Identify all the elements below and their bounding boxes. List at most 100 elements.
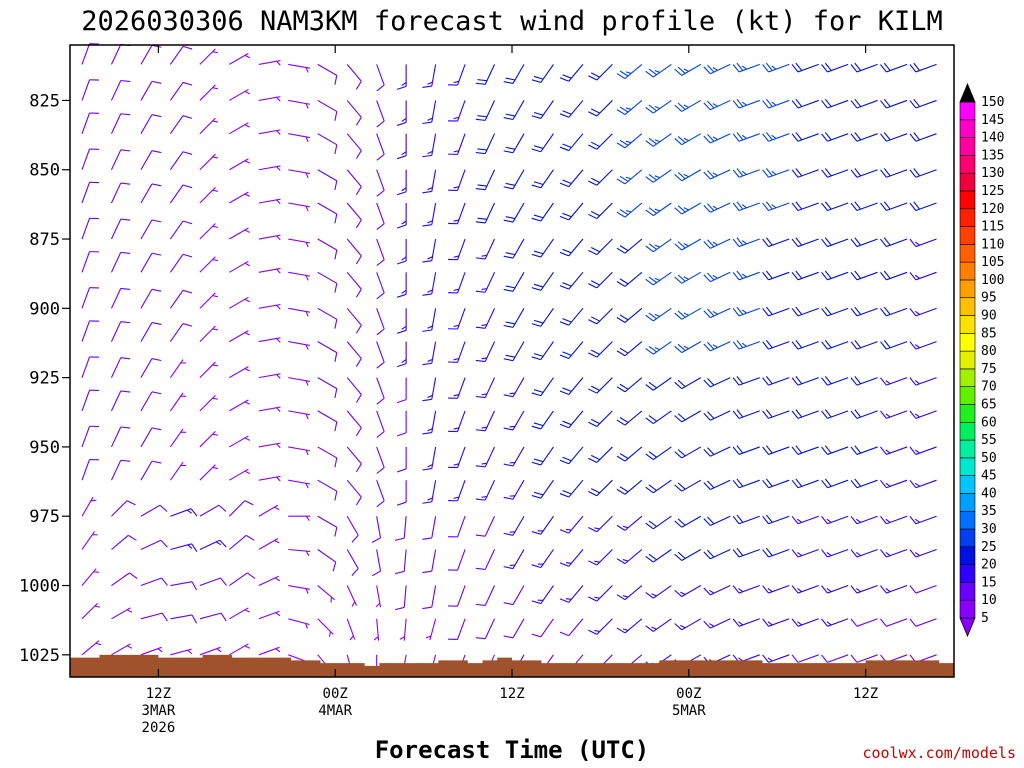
wind-barb <box>732 514 760 525</box>
wind-barb <box>317 585 335 603</box>
wind-barb <box>140 219 162 240</box>
wind-barb <box>422 272 437 296</box>
wind-barb <box>140 358 162 378</box>
wind-barb <box>674 479 702 492</box>
wind-barb <box>588 377 613 394</box>
wind-barb <box>531 618 554 638</box>
wind-barb <box>588 307 613 325</box>
wind-barb <box>396 169 407 196</box>
wind-barb <box>346 133 362 159</box>
wind-barb <box>503 133 525 154</box>
wind-barb <box>475 64 496 85</box>
wind-barb <box>288 133 311 143</box>
wind-barb <box>394 549 407 575</box>
y-axis: 825 850 875 900 925 950 975 1000 1025 <box>19 91 70 666</box>
wind-barb <box>373 618 380 641</box>
wind-barb <box>422 446 437 471</box>
wind-barb <box>762 98 790 109</box>
wind-barb <box>588 410 613 427</box>
wind-barb <box>791 201 819 212</box>
wind-barb <box>645 238 672 253</box>
wind-barb <box>229 399 251 412</box>
wind-barb <box>616 341 643 357</box>
wind-barb <box>317 618 334 637</box>
wind-barb <box>531 238 554 258</box>
wind-barb <box>376 64 385 92</box>
wind-barb <box>448 202 466 225</box>
wind-barb <box>588 585 613 602</box>
x-tick-label: 12Z <box>146 686 171 702</box>
wind-barb <box>909 62 937 73</box>
x-axis-label: Forecast Time (UTC) <box>375 736 650 764</box>
wind-barb <box>850 168 878 178</box>
wind-barb <box>732 445 760 455</box>
wind-barb <box>791 445 819 455</box>
wind-barb <box>909 585 937 594</box>
colorbar-tick-label: 20 <box>981 558 997 573</box>
wind-barb <box>475 308 496 329</box>
wind-barb <box>909 307 937 317</box>
wind-barb <box>616 410 643 426</box>
wind-barb <box>81 287 100 309</box>
wind-barb <box>317 63 338 85</box>
wind-barb <box>821 445 849 455</box>
wind-barb <box>81 425 100 448</box>
wind-barb <box>475 202 496 224</box>
wind-barb <box>110 357 131 378</box>
wind-barb <box>791 168 819 178</box>
wind-barb <box>199 325 219 342</box>
wind-barb <box>703 271 731 283</box>
wind-barb <box>616 618 643 634</box>
wind-barb <box>821 585 849 594</box>
colorbar-segment <box>959 208 976 227</box>
colorbar-segment <box>959 279 976 299</box>
wind-barb <box>821 132 849 142</box>
colorbar-tick-label: 30 <box>981 522 997 537</box>
wind-barb <box>346 341 362 367</box>
wind-barb <box>475 272 496 293</box>
wind-barb <box>140 288 162 309</box>
wind-barb <box>110 251 131 273</box>
wind-barb <box>909 548 937 558</box>
colorbar-segment <box>959 190 976 210</box>
wind-barb <box>140 150 162 171</box>
wind-barb <box>674 341 702 354</box>
wind-barb <box>674 133 702 146</box>
wind-barb <box>376 133 385 161</box>
wind-barb <box>588 238 613 256</box>
wind-barb <box>645 410 672 424</box>
wind-barb <box>503 446 525 467</box>
colorbar-segment <box>959 439 976 459</box>
wind-barb <box>703 585 731 596</box>
wind-barb <box>880 62 908 73</box>
wind-barb <box>317 202 338 224</box>
wind-barb <box>346 410 362 437</box>
wind-barb <box>880 98 908 109</box>
wind-barb <box>791 132 819 142</box>
wind-barb <box>448 341 466 363</box>
y-tick-label: 925 <box>29 369 60 389</box>
wind-barb <box>258 646 281 656</box>
wind-barb <box>376 341 385 369</box>
wind-barb <box>258 475 281 482</box>
wind-barb <box>399 618 407 641</box>
colorbar-tick-label: 85 <box>981 326 997 341</box>
wind-barb <box>475 238 496 260</box>
wind-barb <box>850 270 878 281</box>
wind-barb <box>674 446 702 459</box>
wind-barb <box>850 478 878 489</box>
wind-barb <box>732 409 760 419</box>
x-tick-label: 00Z <box>676 686 701 702</box>
wind-barb <box>396 377 407 404</box>
wind-barb <box>396 480 407 506</box>
wind-barb <box>448 100 466 122</box>
wind-barb <box>346 479 362 506</box>
wind-barb <box>588 479 613 497</box>
wind-barb <box>346 169 362 195</box>
wind-barb <box>422 549 437 574</box>
wind-barb <box>503 618 525 639</box>
wind-barb <box>674 63 702 76</box>
wind-barb <box>448 238 466 261</box>
wind-barb <box>288 584 311 594</box>
